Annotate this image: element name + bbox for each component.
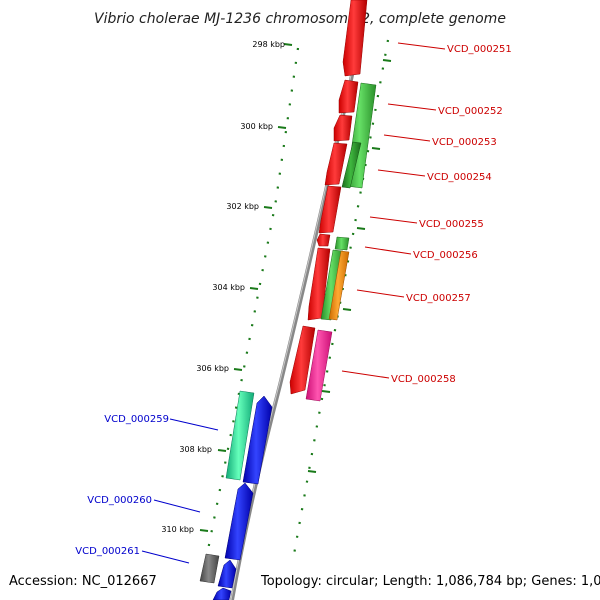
gene-vcd-000259[interactable]	[225, 390, 255, 481]
major-tick	[199, 529, 209, 532]
gene-vcd-000260[interactable]	[242, 395, 273, 485]
tick-label: 304 kbp	[212, 283, 245, 292]
leader-line	[377, 169, 426, 177]
accession-label: Accession: NC_012667	[9, 574, 157, 589]
gene-label-vcd-000261[interactable]: VCD_000261	[75, 546, 140, 557]
tick-label: 298 kbp	[252, 40, 285, 49]
major-tick	[382, 59, 392, 62]
leader-line	[364, 246, 412, 255]
gene-feature[interactable]	[212, 587, 232, 600]
major-tick	[321, 390, 331, 393]
forward-leader-lines	[341, 42, 446, 379]
major-tick	[277, 126, 287, 129]
leader-line	[141, 550, 190, 564]
gene-vcd-000261[interactable]	[199, 553, 220, 584]
major-tick	[371, 147, 381, 150]
gene-vcd-000254[interactable]	[341, 141, 362, 189]
tick-label: 306 kbp	[196, 364, 229, 373]
leader-line	[383, 134, 431, 142]
gene-feature[interactable]	[338, 79, 359, 114]
forward-strand-features	[289, 0, 377, 402]
major-tick	[233, 368, 243, 371]
gene-vcd-000253[interactable]	[333, 114, 353, 142]
tick-label: 308 kbp	[179, 445, 212, 454]
gene-label-vcd-000257[interactable]: VCD_000257	[406, 293, 471, 304]
gene-label-vcd-000260[interactable]: VCD_000260	[87, 495, 152, 506]
genome-summary: Topology: circular; Length: 1,086,784 bp…	[261, 574, 600, 589]
reverse-leader-lines	[141, 418, 219, 564]
gene-vcd-000258[interactable]	[305, 329, 333, 402]
gene-label-vcd-000253[interactable]: VCD_000253	[432, 137, 497, 148]
gene-vcd-000251[interactable]	[342, 0, 368, 77]
tick-label: 300 kbp	[240, 122, 273, 131]
gene-vcd-000257[interactable]	[328, 250, 350, 321]
leader-line	[356, 289, 405, 298]
major-tick	[342, 308, 352, 311]
gene-feature[interactable]	[320, 249, 344, 321]
leader-line	[397, 42, 446, 50]
reverse-strand-features	[199, 390, 273, 600]
major-ticks	[199, 43, 392, 532]
gene-feature[interactable]	[316, 233, 331, 247]
gene-feature[interactable]	[307, 247, 331, 321]
gene-vcd-000255[interactable]	[318, 185, 342, 234]
gene-label-vcd-000251[interactable]: VCD_000251	[447, 44, 512, 55]
gene-feature[interactable]	[324, 142, 348, 186]
gene-feature[interactable]	[289, 325, 316, 395]
gene-label-vcd-000259[interactable]: VCD_000259	[104, 414, 169, 425]
gene-label-vcd-000255[interactable]: VCD_000255	[419, 219, 484, 230]
gene-label-vcd-000254[interactable]: VCD_000254	[427, 172, 492, 183]
major-tick	[263, 206, 273, 209]
leader-line	[153, 499, 201, 513]
gene-label-vcd-000258[interactable]: VCD_000258	[391, 374, 456, 385]
outer-tick-ring	[204, 47, 300, 561]
leader-line	[341, 370, 390, 379]
major-tick	[307, 470, 317, 473]
gene-vcd-000256[interactable]	[334, 236, 350, 251]
gene-feature[interactable]	[224, 482, 254, 561]
leader-line	[169, 418, 219, 431]
map-title: Vibrio cholerae MJ-1236 chromosome 2, co…	[94, 11, 506, 27]
inner-tick-ring	[291, 39, 390, 561]
major-tick	[249, 287, 259, 290]
major-tick	[217, 449, 227, 452]
leader-line	[387, 103, 437, 111]
major-tick	[356, 227, 366, 230]
gene-feature[interactable]	[217, 559, 237, 589]
tick-label: 302 kbp	[226, 202, 259, 211]
major-tick	[283, 43, 293, 46]
tick-label: 310 kbp	[161, 525, 194, 534]
gene-label-vcd-000256[interactable]: VCD_000256	[413, 250, 478, 261]
gene-label-vcd-000252[interactable]: VCD_000252	[438, 106, 503, 117]
leader-line	[369, 216, 418, 224]
